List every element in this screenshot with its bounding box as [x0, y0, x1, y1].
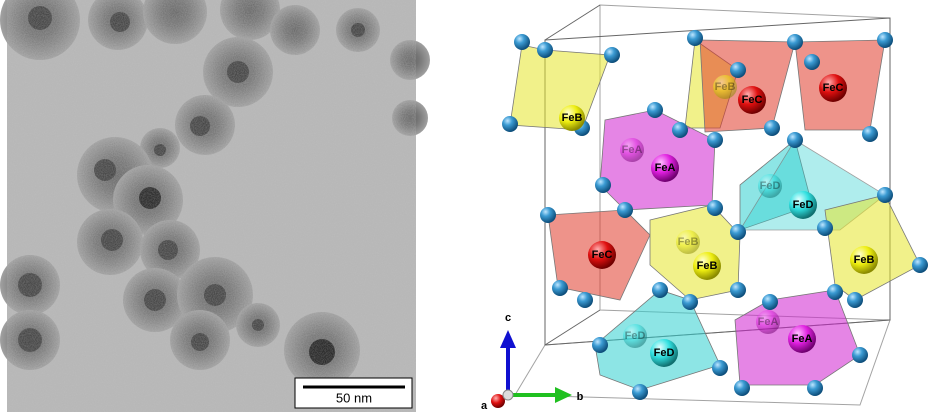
atom-label: FeD	[625, 330, 646, 342]
page: 50 nm	[0, 0, 931, 414]
atom-label: FeA	[655, 162, 676, 174]
atom-label: FeC	[742, 94, 763, 106]
figure: 50 nm	[0, 0, 931, 414]
atom-label: FeB	[678, 236, 699, 248]
atom-label: FeB	[854, 254, 875, 266]
atom-label: FeD	[654, 347, 675, 359]
crystal-structure: FeB FeB FeC FeC FeA FeA FeD FeD FeC FeB …	[481, 5, 928, 412]
atom-label: FeC	[592, 249, 613, 261]
atom-label: FeA	[758, 316, 779, 328]
atom-label: FeB	[697, 260, 718, 272]
tem-image: 50 nm	[0, 0, 430, 412]
scale-bar-label: 50 nm	[336, 390, 372, 405]
axis-label: b	[577, 391, 584, 403]
atom-label: FeB	[715, 81, 736, 93]
atom-label: FeD	[760, 180, 781, 192]
atom-label: FeA	[622, 144, 643, 156]
atom-label: FeC	[823, 82, 844, 94]
atom-label: FeB	[562, 112, 583, 124]
atom-label: FeA	[792, 333, 813, 345]
atom-label: FeD	[793, 199, 814, 211]
axis-label: a	[481, 400, 488, 412]
axis-label: c	[505, 312, 511, 324]
